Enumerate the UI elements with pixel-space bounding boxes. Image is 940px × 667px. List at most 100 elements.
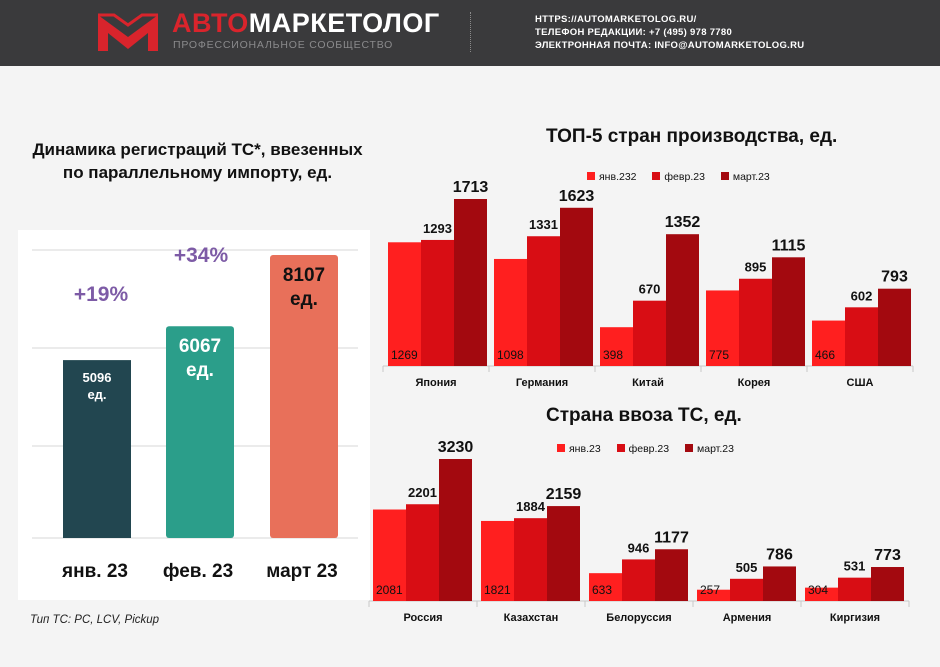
legend-item-feb: февр.23 — [652, 171, 705, 183]
data-label: 2201 — [408, 485, 437, 500]
growth-label: +34% — [174, 244, 229, 267]
data-label: 1331 — [529, 217, 558, 232]
category-label: Казахстан — [504, 612, 559, 624]
data-label: 3230 — [438, 439, 474, 456]
bar — [772, 257, 805, 366]
left-chart-title: Динамика регистраций ТС*, ввезенных по п… — [0, 138, 395, 184]
data-label: 602 — [851, 288, 873, 303]
bar — [514, 518, 547, 601]
category-label: Белоруссия — [606, 612, 671, 624]
data-label: 670 — [639, 282, 661, 297]
bar — [527, 236, 560, 366]
bar — [812, 320, 845, 366]
category-label: фев. 23 — [163, 561, 233, 582]
category-label: Япония — [415, 377, 456, 389]
legend-item-feb: февр.23 — [616, 443, 670, 455]
import-chart-title: Страна ввоза ТС, ед. — [546, 405, 742, 426]
brand-tagline: ПРОФЕССИОНАЛЬНОЕ СООБЩЕСТВО — [173, 39, 394, 51]
data-label: 775 — [709, 348, 729, 362]
bar — [838, 577, 871, 601]
left-chart-title-line2: по параллельному импорту, ед. — [62, 163, 333, 182]
bar — [166, 326, 234, 538]
phone-text: ТЕЛЕФОН РЕДАКЦИИ: +7 (495) 978 7780 — [535, 27, 733, 38]
website-link[interactable]: HTTPS://AUTOMARKETOLOG.RU/ — [535, 14, 697, 25]
category-label: Германия — [516, 377, 568, 389]
bar — [845, 307, 878, 366]
legend-item-mar: март.23 — [685, 443, 734, 455]
bar — [622, 559, 655, 601]
legend-swatch-feb — [616, 444, 625, 452]
bar — [406, 504, 439, 601]
legend-swatch-jan — [557, 444, 565, 452]
legend-swatch-feb — [652, 172, 661, 180]
legend-label: март.23 — [697, 443, 734, 455]
bar — [666, 234, 699, 366]
legend-swatch-mar — [685, 444, 694, 452]
bar — [560, 207, 593, 366]
growth-label: +19% — [74, 283, 129, 306]
top5-legend: янв.232 февр.23 март.23 — [587, 171, 783, 183]
data-label: 895 — [745, 260, 767, 275]
bar — [697, 589, 730, 601]
data-label: 531 — [844, 559, 866, 574]
bar — [633, 300, 666, 366]
data-label: 1177 — [654, 529, 689, 546]
bar — [481, 520, 514, 601]
legend-label: февр.23 — [664, 171, 705, 183]
data-label: 1098 — [497, 348, 524, 362]
data-label: 304 — [808, 583, 828, 597]
category-label: Китай — [632, 377, 664, 389]
bar — [388, 242, 421, 366]
bar — [373, 509, 406, 601]
import-legend: янв.23 февр.23 март.23 — [557, 443, 747, 455]
data-label-unit: ед. — [290, 289, 318, 310]
bar — [763, 566, 796, 601]
data-label: 1821 — [484, 583, 511, 597]
legend-item-mar: март.23 — [720, 171, 770, 183]
data-label: 2159 — [546, 486, 582, 503]
data-label-unit: ед. — [87, 387, 106, 402]
data-label-value: 6067 — [179, 336, 221, 357]
data-label: 946 — [628, 540, 650, 555]
contacts-block: HTTPS://AUTOMARKETOLOG.RU/ ТЕЛЕФОН РЕДАК… — [535, 13, 804, 52]
legend-swatch-mar — [720, 172, 729, 180]
bar — [600, 327, 633, 366]
data-label-value: 5096 — [83, 370, 112, 385]
bar — [439, 459, 472, 601]
legend-swatch-jan — [587, 172, 595, 180]
data-label: 793 — [881, 269, 908, 286]
data-label: 1293 — [423, 221, 452, 236]
data-label: 466 — [815, 348, 835, 362]
legend-item-jan: янв.232 — [587, 171, 637, 183]
bar — [730, 578, 763, 601]
data-label: 1352 — [665, 214, 701, 231]
brand-suffix: МАРКЕТОЛОГ — [248, 8, 440, 38]
category-label: янв. 23 — [61, 561, 128, 582]
bar — [547, 506, 580, 601]
bar — [63, 360, 131, 538]
bar — [494, 258, 527, 366]
legend-label: янв.232 — [599, 171, 637, 183]
data-label: 2081 — [376, 583, 403, 597]
data-label: 1115 — [772, 237, 806, 254]
data-label: 257 — [700, 583, 720, 597]
data-label: 1623 — [559, 188, 595, 205]
bar — [589, 573, 622, 601]
legend-label: март.23 — [732, 171, 770, 183]
bar — [805, 587, 838, 601]
bar — [739, 278, 772, 366]
email-link[interactable]: ЭЛЕКТРОННАЯ ПОЧТА: INFO@AUTOMARKETOLOG.R… — [535, 40, 805, 51]
left-chart-title-line1: Динамика регистраций ТС*, ввезенных — [32, 140, 363, 159]
category-label: США — [847, 377, 874, 389]
data-label: 773 — [874, 547, 901, 564]
data-label: 1713 — [453, 179, 489, 196]
top5-chart-title: ТОП-5 стран производства, ед. — [546, 126, 838, 147]
legend-label: февр.23 — [628, 443, 670, 455]
data-label-value: 8107 — [283, 265, 325, 286]
header-divider — [470, 12, 471, 52]
bar — [878, 288, 911, 366]
bar — [270, 255, 338, 538]
